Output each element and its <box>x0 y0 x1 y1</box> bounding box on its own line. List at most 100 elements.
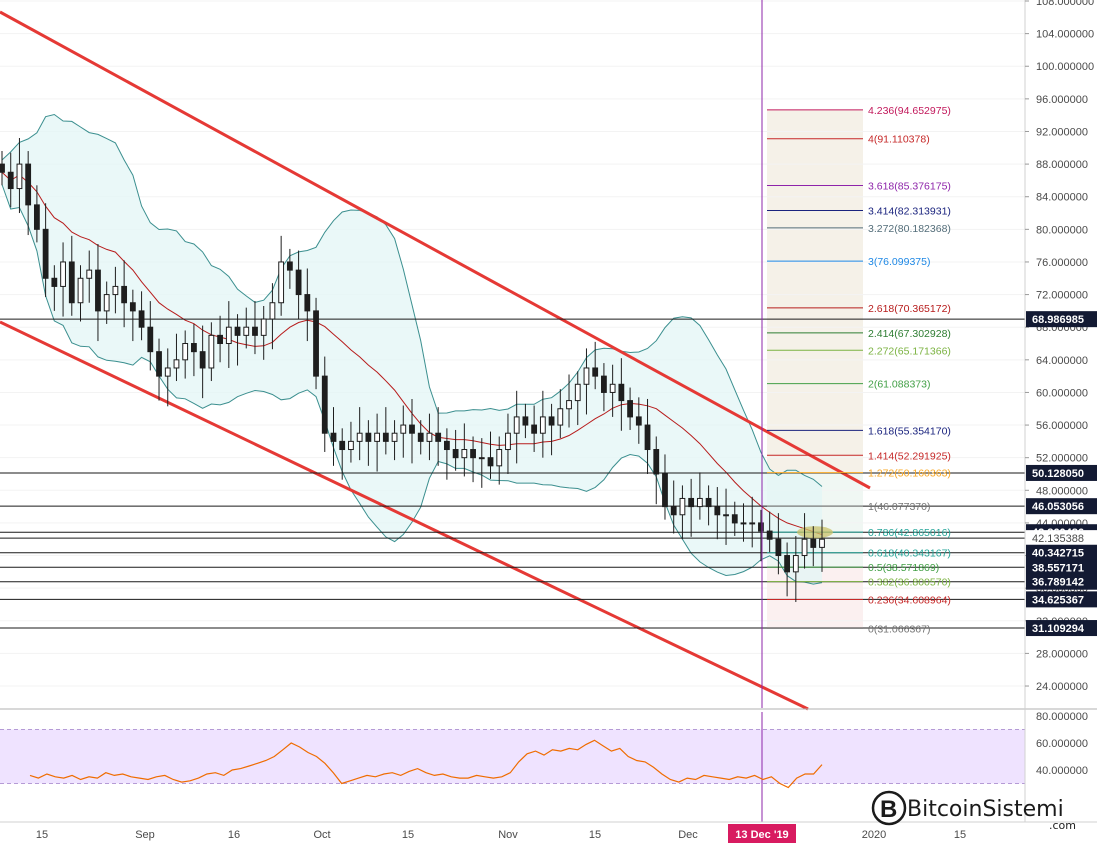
price-tick-label: 84.000000 <box>1036 192 1088 204</box>
candle-down <box>295 269 302 296</box>
fib-level-label: 3.414(82.313931) <box>868 205 951 217</box>
candle-up <box>792 555 799 573</box>
channel-upper-line <box>0 10 871 490</box>
candle-down <box>68 261 75 304</box>
candle-down <box>705 497 712 508</box>
price-axis: 80.000000 60.000000 40.000000 108.000000 104… <box>1024 0 1097 822</box>
price-tag <box>1026 573 1097 590</box>
candle-down <box>662 473 668 508</box>
fib-level-label: 0.5(38.571869) <box>868 562 939 574</box>
gridlines <box>0 0 1025 687</box>
candle-down <box>51 277 58 287</box>
candle-down <box>339 440 346 451</box>
candle-up <box>391 432 398 442</box>
channel-lower-line <box>0 320 809 711</box>
price-tag <box>1026 544 1097 561</box>
candle-down <box>635 416 642 426</box>
price-tag-label: 31.109294 <box>1032 623 1085 635</box>
fib-level-label: 3(76.099375) <box>868 256 930 268</box>
price-tick-label: 56.000000 <box>1036 420 1088 432</box>
candle-up <box>461 449 468 459</box>
watermark-brand: BitcoinSistemi <box>907 797 1064 822</box>
price-tag <box>1026 559 1097 576</box>
candle-down <box>138 310 145 328</box>
candle-down <box>644 424 651 451</box>
candle-up <box>86 269 93 279</box>
candle-up <box>182 343 189 361</box>
rsi-tick-label: 80.000000 <box>1036 711 1088 723</box>
candle-down <box>330 432 337 442</box>
candle-up <box>16 163 23 190</box>
time-label: Oct <box>313 829 330 841</box>
candle-down <box>522 416 529 426</box>
fib-level-label: 0.618(40.343167) <box>868 548 951 560</box>
fib-level-label: 1.618(55.354170) <box>868 425 951 437</box>
time-label: Sep <box>135 829 155 841</box>
time-label: Dec <box>678 829 698 841</box>
candle-down <box>417 432 424 442</box>
candle-up <box>609 383 616 393</box>
candle-up <box>583 367 590 385</box>
price-tick-label: 100.000000 <box>1036 61 1094 73</box>
price-tick-label: 108.000000 <box>1036 0 1094 8</box>
time-label: 15 <box>954 829 966 841</box>
candle-down <box>156 351 162 377</box>
candle-up <box>574 383 581 402</box>
price-tag-label: 36.789142 <box>1032 577 1084 589</box>
candle-down <box>810 538 817 548</box>
candle-up <box>356 432 363 442</box>
candle-down <box>670 506 677 516</box>
price-tag-label: 68.986985 <box>1032 314 1084 326</box>
price-tag-label: 38.557171 <box>1032 562 1084 574</box>
price-tick-label: 88.000000 <box>1036 159 1088 171</box>
candle-up <box>269 302 276 320</box>
fib-level-label: 4(91.110378) <box>868 134 930 146</box>
candle-down <box>42 228 49 279</box>
candle-down <box>95 269 101 312</box>
candle-up <box>478 457 485 460</box>
candle-down <box>487 457 494 467</box>
candle-up <box>374 432 381 442</box>
candle-up <box>513 416 520 434</box>
candle-up <box>566 400 572 410</box>
price-tag <box>1026 591 1097 608</box>
candle-up <box>679 497 686 516</box>
price-tick-label: 60.000000 <box>1036 387 1088 399</box>
candle-down <box>731 514 738 524</box>
candle-down <box>758 522 764 532</box>
candle-down <box>784 555 791 573</box>
candle-up <box>60 261 66 287</box>
candle-down <box>199 351 206 369</box>
fib-level-label: 0.786(42.865016) <box>868 527 951 539</box>
candle-up <box>400 424 407 434</box>
candle-up <box>103 294 110 312</box>
time-label: 2020 <box>862 829 886 841</box>
candle-down <box>452 449 459 459</box>
fib-level-label: 1.414(52.291925) <box>868 450 951 462</box>
candle-down <box>252 326 258 336</box>
candle-down <box>627 400 633 418</box>
candle-down <box>775 538 782 557</box>
rsi-line <box>29 739 823 789</box>
time-label: 16 <box>228 829 240 841</box>
rsi-tick-label: 40.000000 <box>1036 765 1088 777</box>
price-tick-label: 48.000000 <box>1036 485 1088 497</box>
candle-up <box>723 514 729 517</box>
price-tick-label: 28.000000 <box>1036 648 1088 660</box>
candle-down <box>592 367 599 377</box>
candle-up <box>260 318 267 336</box>
candle-down <box>121 285 128 304</box>
price-tag-label: 34.625367 <box>1032 594 1084 606</box>
price-tick-label: 80.000000 <box>1036 224 1088 236</box>
watermark-domain: .com <box>1049 819 1076 832</box>
candle-up <box>208 334 215 369</box>
candle-down <box>601 375 607 393</box>
price-tick-label: 24.000000 <box>1036 681 1088 693</box>
candle-up <box>801 538 808 557</box>
crosshair-date-tag <box>728 824 796 843</box>
price-tick-label: 76.000000 <box>1036 257 1088 269</box>
price-tick-label: 52.000000 <box>1036 453 1088 465</box>
candle-down <box>313 310 319 377</box>
